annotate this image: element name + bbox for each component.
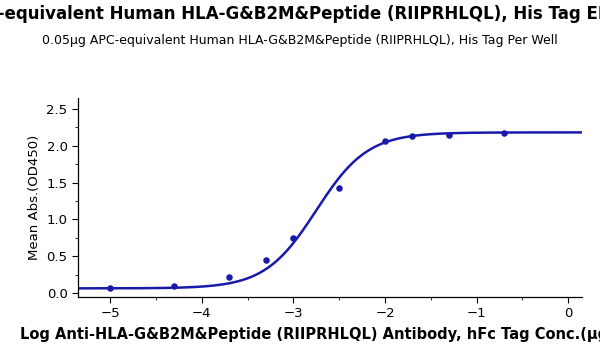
Y-axis label: Mean Abs.(OD450): Mean Abs.(OD450) [28, 135, 41, 260]
Point [105, 285, 115, 291]
Point [334, 185, 344, 191]
Text: APC-equivalent Human HLA-G&B2M&Peptide (RIIPRHLQL), His Tag ELISA: APC-equivalent Human HLA-G&B2M&Peptide (… [0, 5, 600, 24]
Point [445, 132, 454, 138]
Text: 0.05μg APC-equivalent Human HLA-G&B2M&Peptide (RIIPRHLQL), His Tag Per Well: 0.05μg APC-equivalent Human HLA-G&B2M&Pe… [42, 34, 558, 47]
Point [224, 274, 234, 280]
Point [407, 133, 417, 139]
Point [169, 283, 179, 289]
X-axis label: Log Anti-HLA-G&B2M&Peptide (RIIPRHLQL) Antibody, hFc Tag Conc.(μg/ml): Log Anti-HLA-G&B2M&Peptide (RIIPRHLQL) A… [20, 327, 600, 342]
Point [289, 235, 298, 241]
Point [261, 257, 271, 263]
Point [499, 130, 509, 136]
Point [380, 138, 390, 144]
